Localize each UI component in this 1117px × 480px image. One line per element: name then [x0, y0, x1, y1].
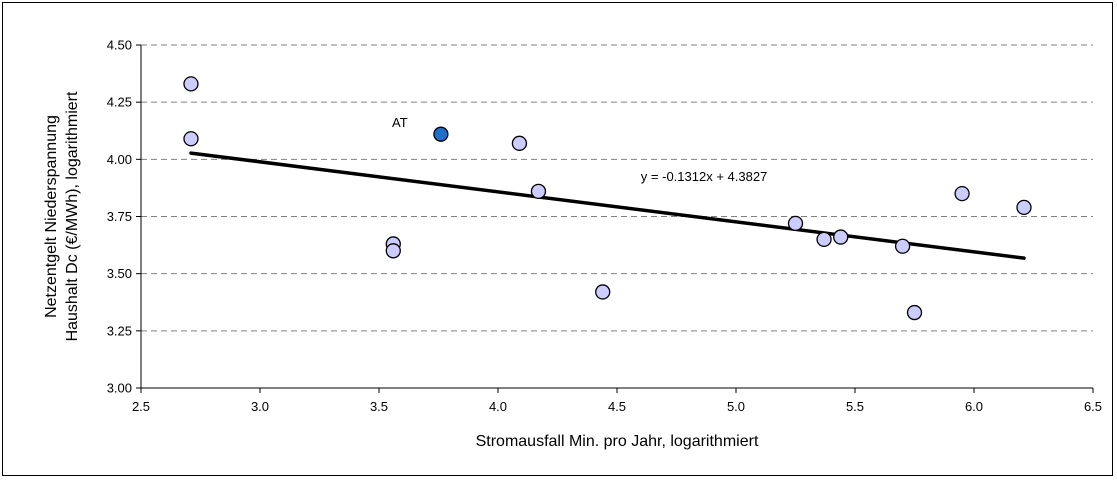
- y-axis-title-line-1: Netzentgelt Niederspannung: [43, 115, 60, 318]
- data-point: [385, 243, 401, 259]
- x-tick-label: 5.5: [846, 399, 864, 414]
- x-tick-label: 2.5: [132, 399, 150, 414]
- trendline: [189, 151, 1026, 260]
- y-tick-label: 3.75: [107, 209, 132, 224]
- y-tick-label: 4.00: [107, 152, 132, 167]
- data-points: [183, 76, 1032, 321]
- x-tick-label: 4.5: [608, 399, 626, 414]
- x-tick-label: 6.0: [965, 399, 983, 414]
- data-point: [906, 304, 923, 321]
- data-point: [530, 183, 547, 199]
- highlighted-data-point: [433, 126, 449, 142]
- x-tick-labels: 2.5 3.0 3.5 4.0 4.5 5.0 5.5 6.0 6.5: [132, 388, 1102, 414]
- data-point: [183, 76, 199, 92]
- data-point: [595, 284, 611, 300]
- data-point: [954, 185, 970, 202]
- y-tick-label: 3.00: [107, 381, 132, 396]
- point-label: AT: [392, 115, 408, 130]
- data-point: [787, 215, 804, 232]
- x-tick-label: 4.0: [489, 399, 507, 414]
- y-tick-label: 3.50: [107, 266, 132, 281]
- data-point: [816, 231, 832, 248]
- data-point: [894, 238, 911, 254]
- data-point: [833, 229, 849, 245]
- data-point: [1016, 199, 1032, 216]
- y-tick-label: 3.25: [107, 323, 132, 338]
- annotations: AT: [392, 115, 408, 130]
- y-tick-label: 4.25: [107, 95, 132, 110]
- gridlines: [141, 44, 1093, 332]
- trendline-equation-label: y = -0.1312x + 4.3827: [641, 169, 767, 184]
- x-tick-label: 3.5: [370, 399, 388, 414]
- y-tick-label: 4.50: [107, 38, 132, 53]
- x-tick-label: 5.0: [727, 399, 745, 414]
- trendline-group: y = -0.1312x + 4.3827: [189, 151, 1026, 260]
- x-axis-title: Stromausfall Min. pro Jahr, logarithmier…: [476, 433, 759, 450]
- y-axis-title-line-2: Haushalt Dc (€/MWh), logarithmiert: [64, 91, 81, 341]
- y-tick-labels: 3.00 3.25 3.50 3.75 4.00 4.25 4.50: [107, 38, 141, 396]
- x-tick-label: 3.0: [251, 399, 269, 414]
- chart-canvas: 2.5 3.0 3.5 4.0 4.5 5.0 5.5 6.0 6.5 3.00 3.25 3.50…: [43, 38, 1102, 451]
- data-point: [511, 135, 528, 151]
- data-point: [183, 131, 199, 147]
- x-tick-label: 6.5: [1084, 399, 1102, 414]
